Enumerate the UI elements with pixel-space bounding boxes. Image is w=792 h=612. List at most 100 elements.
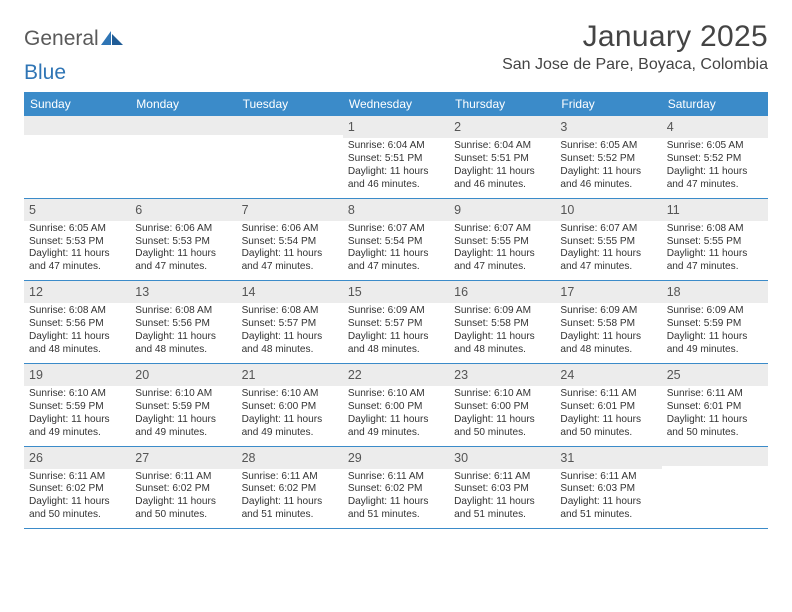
day-number: 30 (454, 451, 468, 465)
day-number-band: 15 (343, 281, 449, 303)
weekday-header-row: SundayMondayTuesdayWednesdayThursdayFrid… (24, 92, 768, 116)
day-number-band: 1 (343, 116, 449, 138)
day-cell: 29Sunrise: 6:11 AMSunset: 6:02 PMDayligh… (343, 447, 449, 529)
day-number-band: 17 (555, 281, 661, 303)
day-cell: 28Sunrise: 6:11 AMSunset: 6:02 PMDayligh… (237, 447, 343, 529)
day-cell: 16Sunrise: 6:09 AMSunset: 5:58 PMDayligh… (449, 281, 555, 363)
day-details: Sunrise: 6:08 AMSunset: 5:57 PMDaylight:… (237, 304, 343, 359)
day-cell: 17Sunrise: 6:09 AMSunset: 5:58 PMDayligh… (555, 281, 661, 363)
day-number: 12 (29, 285, 43, 299)
day-number-band: 25 (662, 364, 768, 386)
day-details: Sunrise: 6:06 AMSunset: 5:54 PMDaylight:… (237, 222, 343, 277)
day-number-band: 27 (130, 447, 236, 469)
day-details: Sunrise: 6:08 AMSunset: 5:55 PMDaylight:… (662, 222, 768, 277)
day-number: 5 (29, 203, 36, 217)
day-number-band: 26 (24, 447, 130, 469)
day-cell: 9 Sunrise: 6:07 AMSunset: 5:55 PMDaylight… (449, 199, 555, 281)
day-number-band: 3 (555, 116, 661, 138)
day-cell: 21Sunrise: 6:10 AMSunset: 6:00 PMDayligh… (237, 364, 343, 446)
day-details: Sunrise: 6:10 AMSunset: 6:00 PMDaylight:… (449, 387, 555, 442)
calendar: SundayMondayTuesdayWednesdayThursdayFrid… (24, 92, 768, 529)
day-number: 4 (667, 120, 674, 134)
day-cell: 25Sunrise: 6:11 AMSunset: 6:01 PMDayligh… (662, 364, 768, 446)
day-number: 21 (242, 368, 256, 382)
day-cell: 22Sunrise: 6:10 AMSunset: 6:00 PMDayligh… (343, 364, 449, 446)
day-details: Sunrise: 6:11 AMSunset: 6:01 PMDaylight:… (555, 387, 661, 442)
day-cell: 10Sunrise: 6:07 AMSunset: 5:55 PMDayligh… (555, 199, 661, 281)
brand-logo: General Blue (24, 20, 123, 84)
weekday-header-cell: Wednesday (343, 92, 449, 116)
day-number: 14 (242, 285, 256, 299)
empty-day-band (130, 116, 236, 135)
weekday-header-cell: Tuesday (237, 92, 343, 116)
day-number-band: 23 (449, 364, 555, 386)
day-details: Sunrise: 6:11 AMSunset: 6:03 PMDaylight:… (449, 470, 555, 525)
day-cell: 7 Sunrise: 6:06 AMSunset: 5:54 PMDaylight… (237, 199, 343, 281)
day-number-band: 16 (449, 281, 555, 303)
day-cell: 23 Sunrise: 6:10 AMSunset: 6:00 PMDayligh… (449, 364, 555, 446)
day-details: Sunrise: 6:11 AMSunset: 6:02 PMDaylight:… (130, 470, 236, 525)
day-number: 28 (242, 451, 256, 465)
day-number: 9 (454, 203, 461, 217)
day-cell: 27Sunrise: 6:11 AMSunset: 6:02 PMDayligh… (130, 447, 236, 529)
day-details: Sunrise: 6:05 AMSunset: 5:53 PMDaylight:… (24, 222, 130, 277)
week-row: 1Sunrise: 6:04 AMSunset: 5:51 PMDaylight… (24, 116, 768, 199)
day-cell (237, 116, 343, 198)
weekday-header-cell: Sunday (24, 92, 130, 116)
day-cell: 4 Sunrise: 6:05 AMSunset: 5:52 PMDaylight… (662, 116, 768, 198)
day-details: Sunrise: 6:11 AMSunset: 6:02 PMDaylight:… (24, 470, 130, 525)
day-cell: 5 Sunrise: 6:05 AMSunset: 5:53 PMDaylight… (24, 199, 130, 281)
day-number: 8 (348, 203, 355, 217)
day-number: 7 (242, 203, 249, 217)
day-number-band: 22 (343, 364, 449, 386)
weekday-header-cell: Thursday (449, 92, 555, 116)
empty-day-band (237, 116, 343, 135)
day-number-band: 21 (237, 364, 343, 386)
day-number: 13 (135, 285, 149, 299)
day-details: Sunrise: 6:08 AMSunset: 5:56 PMDaylight:… (130, 304, 236, 359)
day-cell: 12 Sunrise: 6:08 AMSunset: 5:56 PMDayligh… (24, 281, 130, 363)
day-details: Sunrise: 6:09 AMSunset: 5:58 PMDaylight:… (449, 304, 555, 359)
weekday-header-cell: Saturday (662, 92, 768, 116)
weekday-header-cell: Friday (555, 92, 661, 116)
day-number: 6 (135, 203, 142, 217)
day-cell: 19Sunrise: 6:10 AMSunset: 5:59 PMDayligh… (24, 364, 130, 446)
day-cell: 11 Sunrise: 6:08 AMSunset: 5:55 PMDayligh… (662, 199, 768, 281)
day-details: Sunrise: 6:08 AMSunset: 5:56 PMDaylight:… (24, 304, 130, 359)
day-number-band: 31 (555, 447, 661, 469)
week-row: 12 Sunrise: 6:08 AMSunset: 5:56 PMDayligh… (24, 281, 768, 364)
day-cell: 15Sunrise: 6:09 AMSunset: 5:57 PMDayligh… (343, 281, 449, 363)
day-number: 25 (667, 368, 681, 382)
day-cell: 20 Sunrise: 6:10 AMSunset: 5:59 PMDayligh… (130, 364, 236, 446)
day-number: 3 (560, 120, 567, 134)
brand-name-2: Blue (24, 61, 66, 84)
day-details: Sunrise: 6:09 AMSunset: 5:59 PMDaylight:… (662, 304, 768, 359)
day-number-band: 20 (130, 364, 236, 386)
brand-sail-icon (101, 29, 123, 50)
day-number: 20 (135, 368, 149, 382)
week-row: 19Sunrise: 6:10 AMSunset: 5:59 PMDayligh… (24, 364, 768, 447)
day-cell: 24 Sunrise: 6:11 AMSunset: 6:01 PMDayligh… (555, 364, 661, 446)
day-details: Sunrise: 6:07 AMSunset: 5:55 PMDaylight:… (449, 222, 555, 277)
day-cell: 26Sunrise: 6:11 AMSunset: 6:02 PMDayligh… (24, 447, 130, 529)
day-details: Sunrise: 6:09 AMSunset: 5:58 PMDaylight:… (555, 304, 661, 359)
day-number-band: 14 (237, 281, 343, 303)
day-number-band: 30 (449, 447, 555, 469)
day-number: 22 (348, 368, 362, 382)
day-number: 24 (560, 368, 574, 382)
day-number: 23 (454, 368, 468, 382)
day-number: 11 (667, 203, 680, 217)
day-cell: 31Sunrise: 6:11 AMSunset: 6:03 PMDayligh… (555, 447, 661, 529)
day-details: Sunrise: 6:10 AMSunset: 5:59 PMDaylight:… (130, 387, 236, 442)
day-number-band: 7 (237, 199, 343, 221)
day-cell: 2Sunrise: 6:04 AMSunset: 5:51 PMDaylight… (449, 116, 555, 198)
day-number-band: 29 (343, 447, 449, 469)
day-details: Sunrise: 6:05 AMSunset: 5:52 PMDaylight:… (662, 139, 768, 194)
day-number-band: 19 (24, 364, 130, 386)
day-number-band: 28 (237, 447, 343, 469)
day-cell: 8Sunrise: 6:07 AMSunset: 5:54 PMDaylight… (343, 199, 449, 281)
day-number: 29 (348, 451, 362, 465)
day-cell (130, 116, 236, 198)
day-details: Sunrise: 6:06 AMSunset: 5:53 PMDaylight:… (130, 222, 236, 277)
day-number-band: 24 (555, 364, 661, 386)
